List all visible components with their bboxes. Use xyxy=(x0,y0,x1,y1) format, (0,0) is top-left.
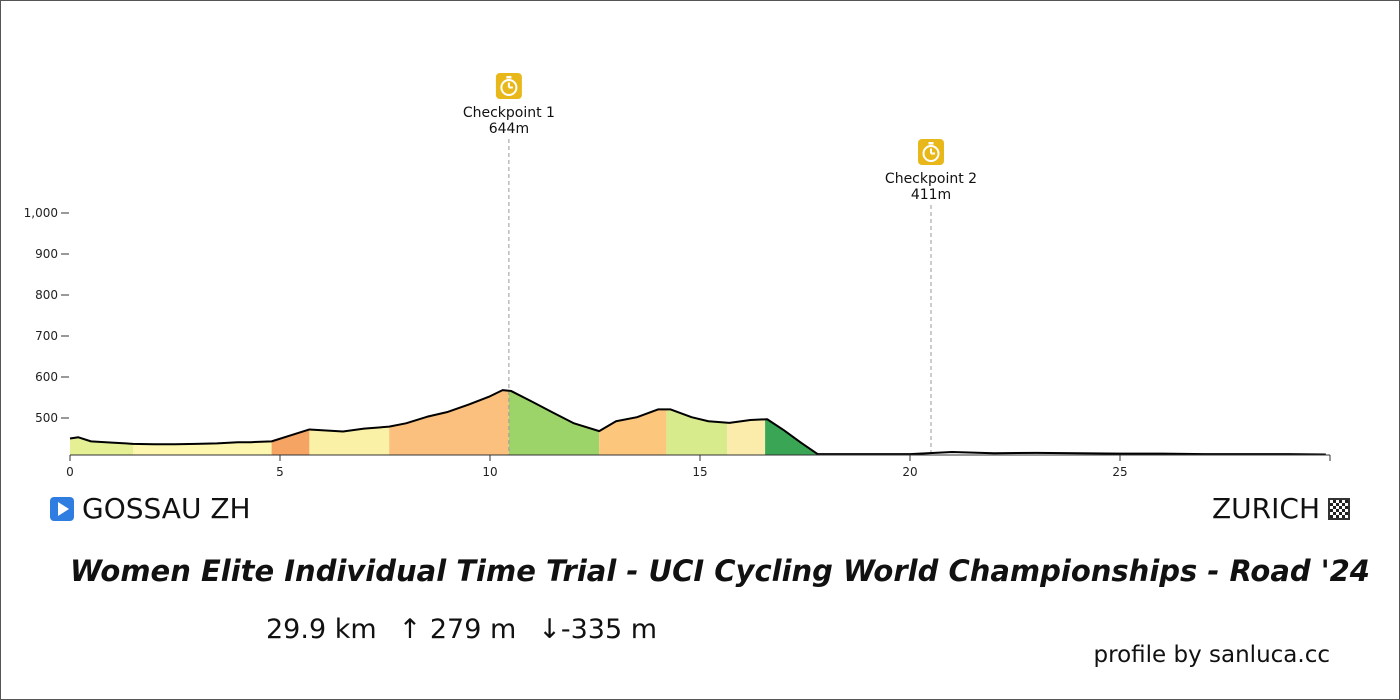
gradient-segment-6 xyxy=(508,390,600,455)
y-tick-label-900: 900 xyxy=(35,247,58,261)
x-tick-label-25: 25 xyxy=(1112,465,1127,479)
race-title: Women Elite Individual Time Trial - UCI … xyxy=(70,554,1370,588)
gradient-segment-4 xyxy=(309,426,390,455)
gradient-segment-9 xyxy=(727,419,766,455)
gradient-segment-3 xyxy=(271,429,310,455)
checkpoint-name-1: Checkpoint 1 xyxy=(463,105,555,121)
gradient-segment-1 xyxy=(70,437,133,455)
gradient-segment-7 xyxy=(599,409,667,455)
checkpoint-elevation-1: 644m xyxy=(489,121,529,137)
descent-stat: ↓-335 m xyxy=(538,614,658,645)
stopwatch-icon xyxy=(495,73,522,99)
x-tick-label-20: 20 xyxy=(902,465,917,479)
finish-location: ZURICH xyxy=(1212,492,1350,525)
x-tick-label-10: 10 xyxy=(482,465,497,479)
start-location: GOSSAU ZH xyxy=(50,492,251,525)
play-icon xyxy=(50,496,74,521)
distance-stat: 29.9 km xyxy=(266,614,377,645)
stopwatch-icon xyxy=(918,139,944,165)
start-label: GOSSAU ZH xyxy=(82,492,251,525)
profile-credit: profile by sanluca.cc xyxy=(1093,642,1330,668)
elevation-profile-chart: 500 600 700 800 900 1,000 0 5 10 15 20 25 Checkpoi… xyxy=(24,73,1331,479)
y-tick-label-600: 600 xyxy=(35,370,58,384)
y-tick-label-700: 700 xyxy=(35,329,58,343)
route-stats: 29.9 km ↑ 279 m ↓-335 m xyxy=(266,614,657,645)
y-tick-label-800: 800 xyxy=(35,288,58,302)
checkpoint-name-2: Checkpoint 2 xyxy=(885,171,977,187)
x-tick-label-0: 0 xyxy=(66,465,74,479)
checkered-flag-icon xyxy=(1328,497,1350,520)
finish-label: ZURICH xyxy=(1212,492,1320,525)
ascent-stat: ↑ 279 m xyxy=(398,614,517,645)
elevation-profile-line xyxy=(69,389,1326,456)
gradient-segment-8 xyxy=(666,409,728,455)
y-tick-label-500: 500 xyxy=(35,411,58,425)
gradient-segment-5 xyxy=(389,390,509,455)
y-tick-label-1000: 1,000 xyxy=(24,206,58,220)
checkpoint-elevation-2: 411m xyxy=(911,187,951,203)
x-tick-label-15: 15 xyxy=(692,465,707,479)
x-tick-label-5: 5 xyxy=(276,465,284,479)
